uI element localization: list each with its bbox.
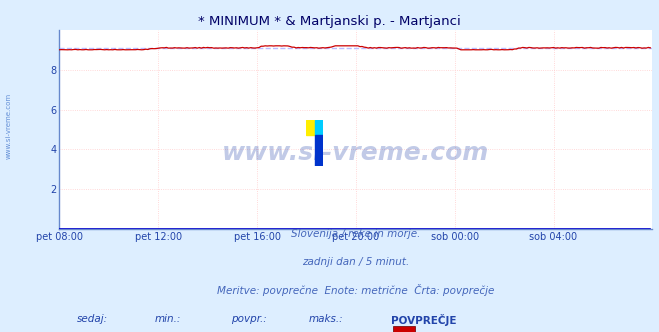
Text: www.si-vreme.com: www.si-vreme.com <box>5 93 12 159</box>
Text: Meritve: povprečne  Enote: metrične  Črta: povprečje: Meritve: povprečne Enote: metrične Črta:… <box>217 284 494 296</box>
Text: * MINIMUM * & Martjanski p. - Martjanci: * MINIMUM * & Martjanski p. - Martjanci <box>198 15 461 28</box>
Text: min.:: min.: <box>154 314 181 324</box>
Text: POVPREČJE: POVPREČJE <box>391 314 457 326</box>
Text: Slovenija / reke in morje.: Slovenija / reke in morje. <box>291 229 420 239</box>
Text: sedaj:: sedaj: <box>77 314 108 324</box>
Bar <box>306 120 315 135</box>
Bar <box>315 120 323 135</box>
Text: povpr.:: povpr.: <box>231 314 267 324</box>
Text: maks.:: maks.: <box>308 314 343 324</box>
Bar <box>315 135 323 166</box>
Bar <box>393 326 415 332</box>
Text: zadnji dan / 5 minut.: zadnji dan / 5 minut. <box>302 257 409 267</box>
Text: www.si-vreme.com: www.si-vreme.com <box>222 141 490 165</box>
